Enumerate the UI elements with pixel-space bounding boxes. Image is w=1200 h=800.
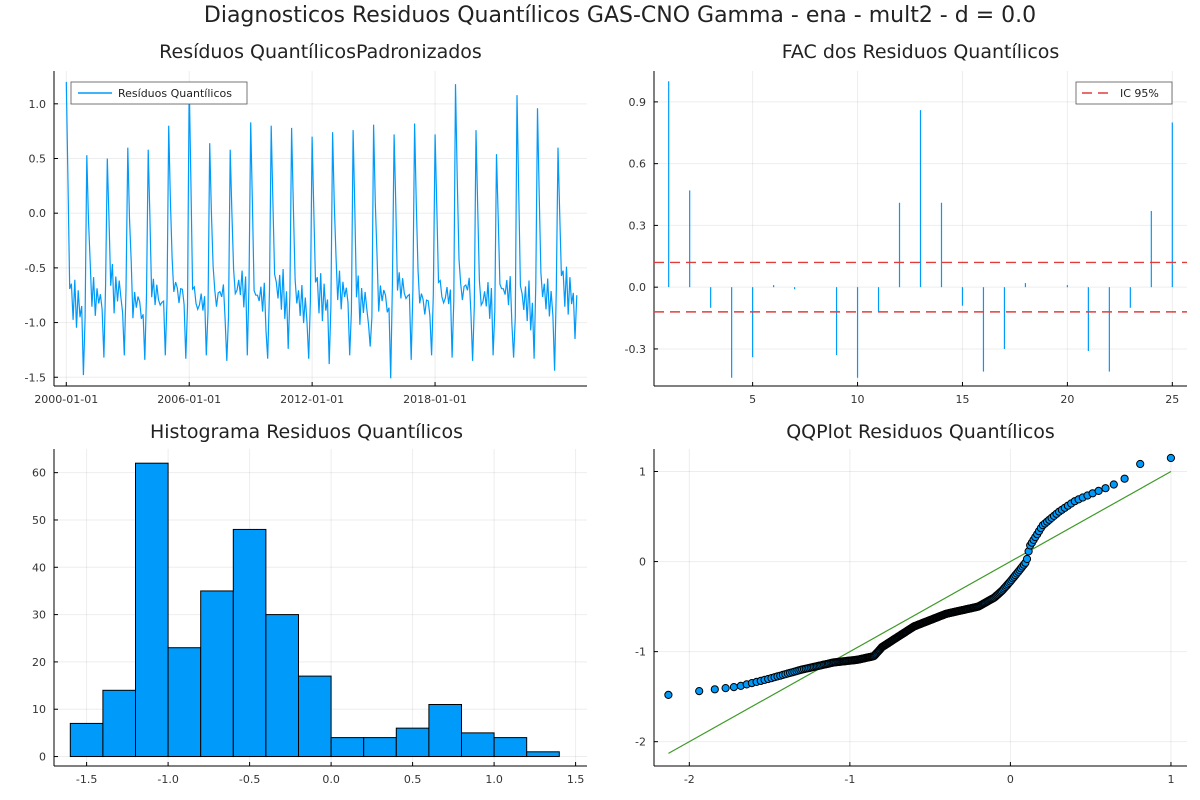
histogram-bar: [297, 675, 332, 758]
hist-x-tick-label: -1.5: [76, 773, 97, 786]
hist-y-tick-label: 60: [32, 467, 46, 480]
histogram-bar: [330, 737, 365, 758]
hist-y-tick-label: 40: [32, 561, 46, 574]
histogram-bar: [493, 737, 528, 758]
qq-point: [664, 690, 673, 700]
qq-point: [721, 684, 730, 693]
ts-y-tick-label: -1.5: [25, 371, 46, 384]
panel-title: Histograma Residuos Quantílicos: [150, 421, 463, 443]
ts-y-tick-label: -1.0: [25, 317, 46, 330]
acf-y-tick-label: 0.9: [629, 96, 647, 109]
acf-x-tick-label: 5: [749, 393, 756, 406]
hist-x-tick-label: -0.5: [239, 773, 260, 786]
histogram-bar: [134, 462, 169, 758]
legend-label-residuals: Resíduos Quantílicos: [118, 87, 232, 100]
legend: Resíduos Quantílicos: [70, 81, 248, 105]
qq-x-tick-label: 0: [1007, 773, 1014, 786]
hist-y-tick-label: 50: [32, 514, 46, 527]
qq-point: [695, 687, 704, 696]
qq-point: [1101, 484, 1110, 493]
qq-point: [1022, 554, 1032, 564]
hist-x-tick-label: 0.5: [404, 773, 422, 786]
acf-x-tick-label: 10: [851, 393, 865, 406]
histogram-bar: [460, 732, 495, 758]
qq-x-tick-label: -2: [684, 773, 695, 786]
qq-y-tick-label: 0: [639, 556, 646, 569]
legend-label-ci: IC 95%: [1120, 87, 1159, 100]
histogram-bar: [167, 647, 202, 758]
hist-y-tick-label: 10: [32, 703, 46, 716]
panel-title: Resíduos QuantílicosPadronizados: [159, 41, 482, 63]
panel-title: QQPlot Residuos Quantílicos: [786, 421, 1055, 443]
histogram-bar: [69, 722, 104, 758]
ts-y-tick-label: 0.5: [29, 153, 47, 166]
histogram-bar: [102, 689, 136, 758]
ts-x-tick-label: 2012-01-01: [280, 393, 344, 406]
figure-title: Diagnosticos Residuos Quantílicos GAS-CN…: [204, 3, 1036, 28]
ts-y-tick-label: 0.0: [29, 207, 47, 220]
ts-x-tick-label: 2006-01-01: [157, 393, 221, 406]
hist-x-tick-label: 1.5: [567, 773, 585, 786]
residuals-time-series-panel: Resíduos QuantílicosPadronizados 2000-01-…: [25, 41, 587, 406]
acf-x-tick-label: 15: [955, 393, 969, 406]
acf-panel: FAC dos Residuos Quantílicos 5 10 15 20 25 -0.…: [625, 41, 1187, 406]
qqplot-panel: QQPlot Residuos Quantílicos -2 -1 0 1 -2 -1 0 1: [635, 421, 1187, 786]
histogram-bar: [363, 737, 397, 758]
qq-y-tick-label: -2: [635, 736, 646, 749]
acf-y-tick-label: -0.3: [625, 343, 646, 356]
qq-point: [1109, 480, 1118, 489]
qq-reference-line: [668, 470, 1172, 754]
qq-point: [1094, 486, 1103, 495]
histogram-bar: [526, 751, 560, 758]
qq-x-tick-label: 1: [1167, 773, 1174, 786]
histogram-bar: [200, 590, 234, 758]
qq-point: [1136, 459, 1145, 469]
qq-point: [1166, 453, 1176, 463]
hist-x-tick-label: 1.0: [485, 773, 503, 786]
qq-y-tick-label: -1: [635, 646, 646, 659]
acf-x-tick-label: 20: [1060, 393, 1074, 406]
legend: IC 95%: [1075, 81, 1173, 105]
histogram-bar: [395, 727, 430, 758]
residuals-series-line: [65, 81, 578, 379]
qq-point: [1120, 474, 1129, 483]
qq-y-tick-label: 1: [639, 466, 646, 479]
acf-y-tick-label: 0.3: [629, 219, 647, 232]
ts-x-tick-label: 2000-01-01: [34, 393, 98, 406]
legend-box: [1075, 81, 1173, 105]
histogram-panel: Histograma Residuos Quantílicos -1.5 -1.0 -…: [32, 421, 587, 786]
ts-y-tick-label: 1.0: [29, 98, 47, 111]
hist-y-tick-label: 0: [39, 751, 46, 764]
acf-y-tick-label: 0.0: [629, 281, 647, 294]
qq-x-tick-label: -1: [844, 773, 855, 786]
histogram-bar: [265, 614, 299, 758]
histogram-bar: [232, 528, 267, 758]
acf-x-tick-label: 25: [1165, 393, 1179, 406]
histogram-bar: [428, 703, 462, 758]
hist-x-tick-label: -1.0: [157, 773, 178, 786]
hist-y-tick-label: 20: [32, 656, 46, 669]
ts-y-tick-label: -0.5: [25, 262, 46, 275]
hist-x-tick-label: 0.0: [322, 773, 340, 786]
legend-box: [70, 81, 248, 105]
hist-y-tick-label: 30: [32, 609, 46, 622]
qq-point: [729, 683, 739, 692]
panel-title: FAC dos Residuos Quantílicos: [782, 41, 1060, 63]
acf-y-tick-label: 0.6: [629, 158, 647, 171]
qq-point: [710, 685, 719, 694]
ts-x-tick-label: 2018-01-01: [403, 393, 467, 406]
